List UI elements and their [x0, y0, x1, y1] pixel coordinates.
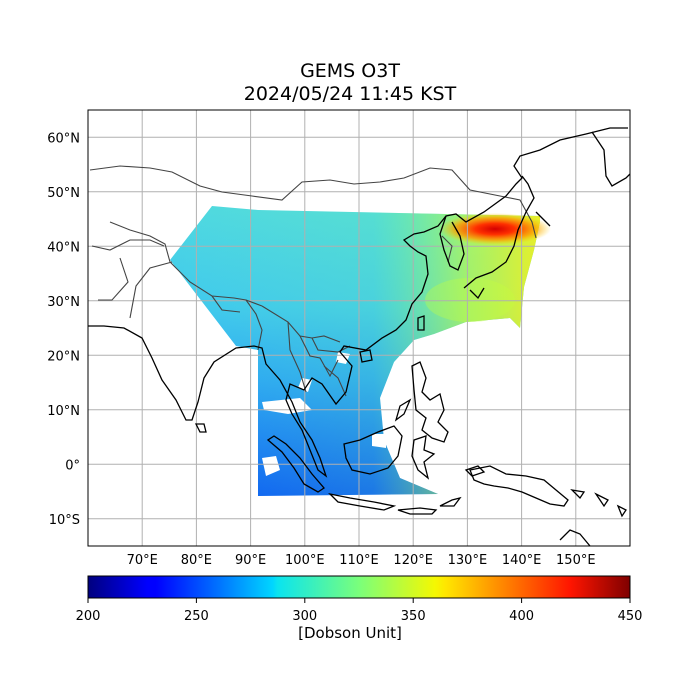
colorbar-ticks: 200 250 300 350 400 450: [76, 598, 643, 624]
x-tick-label: 70°E: [127, 553, 158, 568]
colorbar: [87, 575, 631, 599]
y-tick-label: 40°N: [47, 240, 80, 255]
colorbar-tick-label: 250: [184, 609, 209, 624]
y-tick-label: 30°N: [47, 295, 80, 310]
colorbar-tick-label: 350: [401, 609, 426, 624]
colorbar-tick-label: 200: [76, 609, 101, 624]
y-tick-label: 0°: [65, 458, 80, 473]
x-tick-label: 110°E: [339, 553, 379, 568]
x-tick-label: 130°E: [448, 553, 488, 568]
y-tick-label: 50°N: [47, 186, 80, 201]
y-tick-label: 20°N: [47, 349, 80, 364]
x-tick-label: 100°E: [285, 553, 325, 568]
colorbar-tick-label: 300: [292, 609, 317, 624]
plot-frame: [87, 109, 631, 547]
x-axis-ticks: 70°E 80°E 90°E 100°E 110°E 120°E 130°E 140°E 150…: [127, 553, 596, 568]
gridlines: [88, 110, 630, 546]
country-borders: [89, 165, 537, 397]
x-tick-label: 80°E: [181, 553, 212, 568]
x-tick-label: 140°E: [502, 553, 542, 568]
colorbar-tick-label: 400: [509, 609, 534, 624]
x-tick-label: 150°E: [556, 553, 596, 568]
y-tick-label: 10°S: [49, 513, 80, 528]
x-tick-label: 90°E: [235, 553, 266, 568]
coastlines: [88, 127, 630, 546]
x-tick-label: 120°E: [393, 553, 433, 568]
colorbar-tick-label: 450: [618, 609, 643, 624]
y-tick-label: 10°N: [47, 404, 80, 419]
map-title: GEMS O3T: [300, 60, 400, 82]
y-tick-label: 60°N: [47, 131, 80, 146]
map-subtitle: 2024/05/24 11:45 KST: [243, 83, 457, 105]
colorbar-label: [Dobson Unit]: [298, 624, 402, 642]
y-axis-ticks: 60°N 50°N 40°N 30°N 20°N 10°N 0° 10°S: [47, 131, 80, 528]
